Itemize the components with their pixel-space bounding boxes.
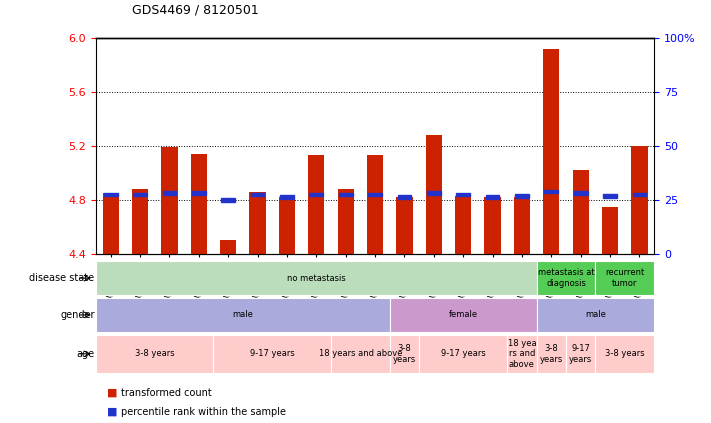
Bar [163, 192, 176, 195]
Bar [537, 298, 654, 332]
Text: 18 yea
rs and
above: 18 yea rs and above [508, 339, 536, 369]
Bar [566, 335, 595, 373]
Bar [213, 335, 331, 373]
Bar [543, 49, 560, 254]
Text: age: age [77, 349, 95, 359]
Bar [595, 335, 654, 373]
Bar [309, 155, 324, 254]
Bar [427, 192, 441, 195]
Text: female: female [449, 310, 478, 319]
Bar [537, 335, 566, 373]
Bar [574, 192, 587, 195]
Text: recurrent
tumor: recurrent tumor [605, 269, 644, 288]
Bar [309, 193, 324, 196]
Bar [96, 335, 213, 373]
Bar [102, 193, 119, 254]
Bar [537, 261, 595, 295]
Bar [419, 335, 507, 373]
Text: metastasis at
diagnosis: metastasis at diagnosis [538, 269, 594, 288]
Bar [515, 194, 529, 198]
Bar [191, 154, 207, 254]
Bar [507, 335, 537, 373]
Bar [486, 195, 499, 199]
Text: percentile rank within the sample: percentile rank within the sample [121, 407, 286, 417]
Bar [339, 193, 353, 196]
Text: gender: gender [60, 310, 95, 320]
Bar [192, 192, 205, 195]
Text: ■: ■ [107, 388, 117, 398]
Bar [572, 170, 589, 254]
Bar [220, 240, 236, 254]
Text: transformed count: transformed count [121, 388, 212, 398]
Text: 9-17
years: 9-17 years [569, 344, 592, 363]
Bar [390, 335, 419, 373]
Bar [331, 335, 390, 373]
Bar [595, 261, 654, 295]
Bar [250, 192, 266, 254]
Bar [631, 146, 648, 254]
Text: 3-8
years: 3-8 years [540, 344, 563, 363]
Bar [455, 196, 471, 254]
Text: disease state: disease state [29, 273, 95, 283]
Bar [221, 198, 235, 201]
Bar [132, 189, 148, 254]
Text: male: male [232, 310, 253, 319]
Bar [397, 195, 411, 199]
Bar [545, 190, 558, 193]
Bar [603, 194, 617, 198]
Bar [484, 197, 501, 254]
Bar [390, 298, 537, 332]
Text: ■: ■ [107, 407, 117, 417]
Text: GDS4469 / 8120501: GDS4469 / 8120501 [132, 4, 258, 17]
Bar [396, 197, 412, 254]
Bar [368, 193, 382, 196]
Bar [633, 193, 646, 196]
Text: male: male [585, 310, 606, 319]
Text: 3-8 years: 3-8 years [605, 349, 645, 358]
Bar [338, 189, 354, 254]
Text: 18 years and above: 18 years and above [319, 349, 402, 358]
Bar [96, 298, 390, 332]
Bar [251, 193, 264, 196]
Text: no metastasis: no metastasis [287, 274, 346, 283]
Bar [280, 195, 294, 199]
Bar [514, 197, 530, 254]
Bar [133, 193, 147, 196]
Text: 9-17 years: 9-17 years [441, 349, 486, 358]
Bar [426, 135, 442, 254]
Bar [161, 147, 178, 254]
Bar [96, 261, 537, 295]
Bar [104, 193, 117, 196]
Bar [602, 206, 618, 254]
Text: 9-17 years: 9-17 years [250, 349, 294, 358]
Bar [456, 193, 470, 196]
Bar [367, 155, 383, 254]
Bar [279, 197, 295, 254]
Text: 3-8 years: 3-8 years [135, 349, 174, 358]
Text: 3-8
years: 3-8 years [392, 344, 416, 363]
